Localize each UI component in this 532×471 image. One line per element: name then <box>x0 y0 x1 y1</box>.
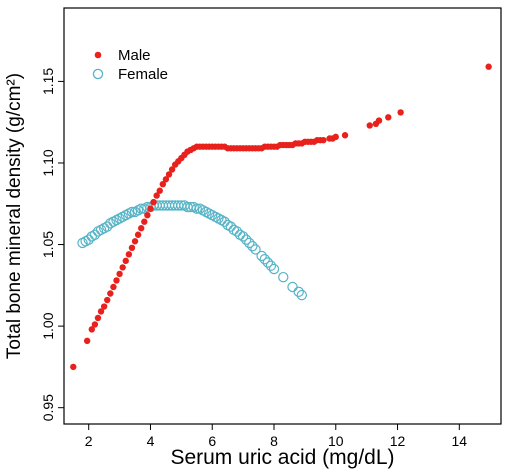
legend-label-male: Male <box>118 47 151 64</box>
male-data-point <box>385 114 392 121</box>
y-tick-label: 1.15 <box>40 68 56 95</box>
male-data-point <box>83 337 91 344</box>
male-data-point <box>100 303 108 310</box>
x-tick-label: 10 <box>328 433 344 449</box>
male-data-point <box>153 192 160 199</box>
male-data-point <box>150 198 157 206</box>
male-data-point <box>341 132 349 139</box>
male-data-point <box>144 211 151 219</box>
female-data-point <box>268 263 280 275</box>
male-data-point <box>159 180 167 188</box>
series-male <box>70 63 492 371</box>
legend: Male Female <box>92 47 168 83</box>
male-data-point <box>104 296 111 304</box>
legend-marker-male <box>94 51 102 59</box>
male-data-point <box>113 277 120 284</box>
male-data-point <box>162 176 170 183</box>
y-axis-title: Total bone mineral density (g/cm²) <box>4 73 25 359</box>
x-tick-label: 6 <box>208 433 216 449</box>
female-data-point <box>293 286 304 298</box>
male-data-point <box>128 244 136 252</box>
male-data-point <box>138 225 145 232</box>
female-data-point <box>237 231 249 242</box>
male-data-point <box>88 326 95 333</box>
female-data-point <box>262 257 274 268</box>
male-data-point <box>332 133 339 141</box>
female-data-point <box>244 237 255 249</box>
female-data-point <box>241 234 252 245</box>
x-tick-label: 12 <box>390 433 406 449</box>
male-data-point <box>107 290 114 297</box>
x-tick-label: 14 <box>452 433 468 449</box>
male-data-point <box>70 363 77 371</box>
male-data-point <box>165 171 173 178</box>
y-axis: 0.95 1.00 1.05 1.10 1.15 <box>40 68 64 421</box>
male-data-point <box>110 283 117 291</box>
female-data-point <box>256 250 267 262</box>
female-data-point <box>296 289 308 301</box>
male-data-point <box>116 270 123 278</box>
legend-label-female: Female <box>118 66 168 83</box>
male-data-point <box>131 238 139 245</box>
male-data-point <box>119 264 126 271</box>
female-data-point <box>259 254 270 265</box>
male-data-point <box>366 122 373 129</box>
female-data-point <box>191 203 202 214</box>
x-axis: 2 4 6 8 10 12 14 <box>85 424 467 449</box>
male-data-point <box>485 63 492 70</box>
y-tick-label: 0.95 <box>40 394 56 421</box>
male-data-point <box>397 109 404 116</box>
male-data-point <box>125 251 133 258</box>
male-data-point <box>94 314 102 322</box>
x-tick-label: 2 <box>85 433 93 449</box>
female-data-point <box>287 281 298 293</box>
male-data-point <box>134 231 142 238</box>
x-axis-title: Serum uric acid (mg/dL) <box>170 446 394 469</box>
female-data-point <box>247 240 258 252</box>
y-tick-label: 1.00 <box>40 312 56 339</box>
male-data-point <box>320 136 327 144</box>
male-data-point <box>156 187 163 194</box>
male-data-point <box>97 308 105 315</box>
female-data-point <box>126 206 138 218</box>
male-data-point <box>168 166 176 173</box>
x-tick-label: 4 <box>147 433 155 449</box>
male-data-point <box>147 205 154 212</box>
y-tick-label: 1.10 <box>40 149 56 176</box>
y-tick-label: 1.05 <box>40 231 56 258</box>
male-data-point <box>375 117 383 124</box>
male-data-point <box>91 321 99 328</box>
plot-frame <box>63 7 502 425</box>
female-data-point <box>265 260 277 271</box>
male-data-point <box>122 257 129 265</box>
female-data-point <box>278 271 289 283</box>
legend-marker-female <box>92 68 104 80</box>
x-tick-label: 8 <box>270 433 278 449</box>
female-data-point <box>250 244 261 255</box>
male-data-point <box>141 218 148 225</box>
